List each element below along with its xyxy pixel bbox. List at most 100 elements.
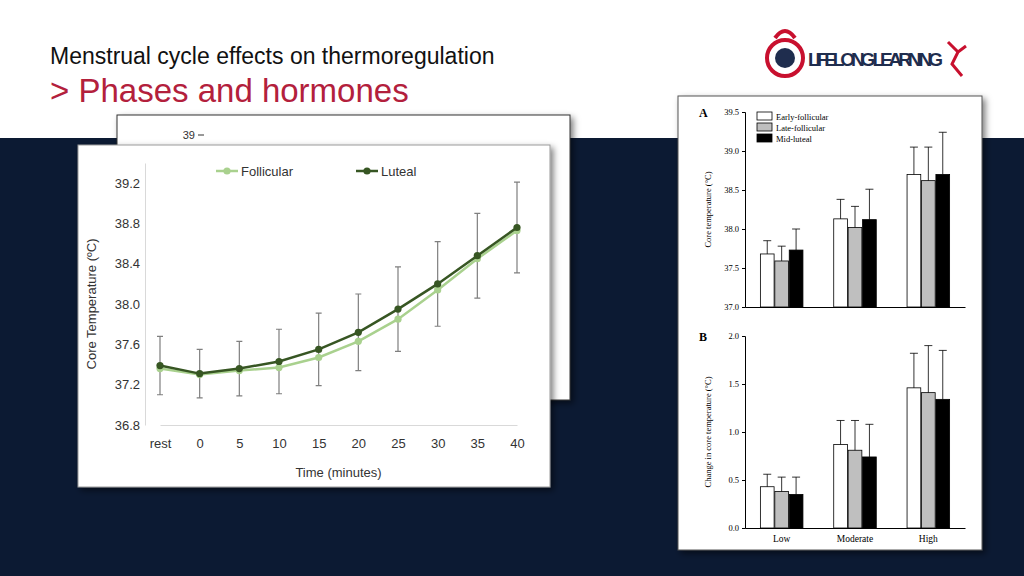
error-bar — [435, 242, 441, 327]
series-point — [275, 358, 282, 365]
legend-label: Luteal — [381, 164, 417, 179]
right-card — [678, 96, 982, 550]
logo-flame — [775, 31, 795, 38]
bar — [789, 494, 803, 528]
y-tick-mark — [742, 307, 745, 308]
legend-swatch — [757, 112, 772, 120]
y-tick: 37.0 — [724, 302, 745, 312]
error-bar — [837, 420, 845, 444]
y-axis: 0.00.51.01.52.0 — [728, 331, 745, 533]
front-card — [78, 145, 550, 487]
error-bar — [910, 353, 918, 388]
bar — [775, 492, 789, 528]
y-axis-title: Change in core temperature (°C) — [703, 376, 713, 487]
y-tick-mark — [742, 336, 745, 337]
y-tick: 39.5 — [724, 107, 745, 117]
y-tick-mark — [742, 190, 745, 191]
series-point — [355, 329, 362, 336]
y-tick-label: 38.8 — [115, 216, 140, 231]
series-point — [513, 224, 520, 231]
y-tick-label: 37.6 — [115, 337, 140, 352]
series-point — [474, 252, 481, 259]
x-axis: rest0510152025303540 — [150, 425, 525, 451]
error-bar — [851, 420, 859, 450]
x-tick: 40 — [510, 425, 524, 451]
y-tick-label: 38.0 — [115, 297, 140, 312]
series-point — [434, 280, 441, 287]
bar — [936, 174, 950, 307]
x-tick-label: 10 — [272, 436, 286, 451]
x-tick: 30 — [431, 425, 445, 451]
bar — [848, 450, 862, 528]
y-tick-mark — [742, 112, 745, 113]
y-tick-label: 1.5 — [728, 379, 739, 389]
error-bar — [236, 341, 242, 395]
bar — [936, 399, 950, 528]
series-point — [394, 306, 401, 313]
x-tick: 0 — [197, 425, 204, 451]
legend-swatch — [757, 123, 772, 131]
legend-swatch — [757, 134, 772, 142]
x-axis — [746, 307, 966, 309]
series-line — [160, 231, 517, 375]
y-tick-label: 38.4 — [115, 256, 140, 271]
error-bar — [763, 241, 771, 254]
x-tick-label: Low — [773, 534, 791, 544]
x-tick-label: 5 — [236, 436, 243, 451]
x-tick: 5 — [236, 425, 243, 451]
series-line — [160, 227, 517, 373]
y-tick-mark — [742, 528, 745, 529]
y-tick: 2.0 — [728, 331, 745, 341]
y-tick-label: 37.5 — [724, 263, 739, 273]
y-tick-label: 38.5 — [724, 185, 739, 195]
bar-chart: 0.00.51.01.52.0LowModerateHighBChange in… — [699, 330, 966, 544]
background — [0, 0, 1024, 576]
error-bar — [865, 189, 873, 219]
x-tick-label: 30 — [431, 436, 445, 451]
error-bar — [939, 132, 947, 174]
y-axis: 36.837.237.638.038.438.839.2 — [115, 164, 146, 433]
error-bar — [792, 477, 800, 494]
x-axis-line — [746, 307, 966, 308]
error-bar — [865, 424, 873, 457]
series-point — [355, 338, 362, 345]
y-tick-label: 38.0 — [724, 224, 739, 234]
legend-label: Mid-luteal — [776, 134, 813, 144]
legend-marker — [363, 167, 370, 174]
x-tick: Low — [773, 528, 791, 544]
back-tick — [198, 135, 204, 136]
error-bar — [763, 474, 771, 486]
y-tick-label: 0.0 — [728, 523, 739, 533]
line-chart: 36.837.237.638.038.438.839.2rest05101520… — [84, 164, 525, 481]
error-bars — [157, 182, 520, 398]
y-tick-label: 2.0 — [728, 331, 739, 341]
x-tick-label: 35 — [471, 436, 485, 451]
error-bar — [157, 336, 163, 394]
y-tick: 0.0 — [728, 523, 745, 533]
legend: Early-follicularLate-follicularMid-lutea… — [757, 112, 829, 144]
logo-emblem-core — [775, 48, 795, 68]
error-bar — [851, 206, 859, 227]
x-axis-line — [161, 425, 518, 426]
bar — [760, 254, 774, 307]
error-bar — [924, 147, 932, 181]
bar — [863, 457, 877, 528]
plot-area — [760, 132, 949, 307]
y-tick: 39.0 — [724, 146, 745, 156]
error-bar — [355, 294, 361, 371]
series-point — [236, 365, 243, 372]
legend-label: Late-follicular — [776, 123, 825, 133]
series-point — [315, 354, 322, 361]
bar — [834, 444, 848, 528]
y-tick-mark — [742, 432, 745, 433]
x-tick: 20 — [352, 425, 366, 451]
error-bar — [837, 199, 845, 219]
x-tick-label: 15 — [312, 436, 326, 451]
y-tick: 38.5 — [724, 185, 745, 195]
y-tick: 38.0 — [115, 297, 145, 312]
bar — [921, 393, 935, 528]
x-tick-label: Moderate — [837, 534, 873, 544]
x-tick: High — [919, 528, 938, 544]
y-tick: 1.5 — [728, 379, 745, 389]
error-bar — [778, 477, 786, 491]
